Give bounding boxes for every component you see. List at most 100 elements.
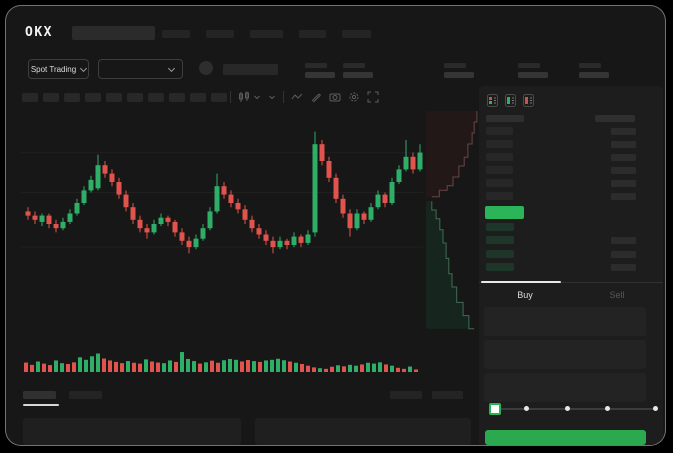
orderbook-header-placeholder <box>595 115 635 122</box>
pair-selector-dropdown[interactable] <box>98 59 183 79</box>
stat-label-placeholder <box>343 63 365 68</box>
ask-price-placeholder <box>486 166 513 174</box>
chart-tools <box>230 89 379 105</box>
bid-price-placeholder <box>486 223 514 231</box>
interval-button-placeholder[interactable] <box>169 93 185 102</box>
nav-item-placeholder[interactable] <box>206 30 234 38</box>
orderbook-view-toggles <box>487 94 534 112</box>
nav-item-placeholder[interactable] <box>250 30 283 38</box>
orderbook-view-split-icon[interactable] <box>487 94 498 112</box>
buy-button[interactable] <box>485 430 646 445</box>
amount-slider-handle[interactable] <box>489 403 501 415</box>
toolbar-divider <box>230 91 231 103</box>
toolbar-divider <box>283 91 284 103</box>
draw-pencil-icon[interactable] <box>310 91 322 103</box>
orderbook-view-buy-icon[interactable] <box>505 94 516 112</box>
tabs-divider <box>479 282 663 283</box>
bottom-right-control-placeholder[interactable] <box>390 391 422 399</box>
bottom-tab-active-placeholder[interactable] <box>23 391 56 399</box>
nav-item-placeholder[interactable] <box>299 30 326 38</box>
active-tab-underline <box>23 404 59 406</box>
device-frame: OKX Spot Trading Buy Sell <box>5 5 666 446</box>
bid-amount-placeholder <box>611 250 636 258</box>
slider-stop-dot[interactable] <box>605 406 610 411</box>
tab-sell[interactable]: Sell <box>609 290 625 300</box>
market-type-label: Spot Trading <box>30 64 77 74</box>
ticker-stat-group <box>305 63 335 78</box>
slider-stop-dot[interactable] <box>565 406 570 411</box>
stat-value-placeholder <box>518 72 548 78</box>
ask-amount-placeholder <box>611 193 636 200</box>
chevron-down-icon <box>80 64 88 72</box>
top-nav <box>162 30 371 38</box>
ask-price-placeholder <box>486 179 513 187</box>
candlestick-type-icon[interactable] <box>238 91 261 103</box>
last-price-badge[interactable] <box>485 206 524 219</box>
ask-price-placeholder <box>486 153 513 161</box>
ticker-stat-group <box>343 63 373 78</box>
stat-label-placeholder <box>305 63 327 68</box>
ticker-stat-group <box>579 63 609 78</box>
volume-chart[interactable] <box>21 346 423 373</box>
orderbook-view-sell-icon[interactable] <box>523 94 534 112</box>
depth-chart[interactable] <box>426 111 479 331</box>
ask-price-placeholder <box>486 192 513 200</box>
ask-amount-placeholder <box>611 180 636 187</box>
nav-item-placeholder[interactable] <box>342 30 371 38</box>
orders-panel-placeholder <box>23 418 241 445</box>
slider-stop-dot[interactable] <box>524 406 529 411</box>
pair-name-placeholder <box>223 64 278 75</box>
indicators-wave-icon[interactable] <box>291 91 303 103</box>
slider-stop-dot[interactable] <box>653 406 658 411</box>
orderbook-trade-sidebar: Buy Sell <box>479 86 663 445</box>
trade-input-placeholder[interactable] <box>484 373 646 402</box>
interval-button-placeholder[interactable] <box>127 93 143 102</box>
stat-label-placeholder <box>518 63 540 68</box>
chart-style-chevron-icon[interactable] <box>268 93 276 101</box>
ticker-stat-group <box>518 63 548 78</box>
ask-amount-placeholder <box>611 154 636 161</box>
interval-button-placeholder[interactable] <box>190 93 206 102</box>
bottom-right-control-placeholder[interactable] <box>432 391 463 399</box>
stat-label-placeholder <box>579 63 601 68</box>
stat-label-placeholder <box>444 63 466 68</box>
coin-avatar <box>199 61 213 75</box>
ask-amount-placeholder <box>611 128 636 135</box>
bid-amount-placeholder <box>611 237 636 245</box>
bid-price-placeholder <box>486 236 514 245</box>
interval-toolbar <box>22 93 227 102</box>
nav-item-placeholder[interactable] <box>162 30 190 38</box>
interval-button-placeholder[interactable] <box>85 93 101 102</box>
amount-slider-track[interactable] <box>492 408 658 410</box>
stat-value-placeholder <box>579 72 609 78</box>
settings-gear-icon[interactable] <box>348 91 360 103</box>
bid-price-placeholder <box>486 263 514 272</box>
trade-input-placeholder[interactable] <box>484 307 646 336</box>
bottom-tab-placeholder[interactable] <box>69 391 102 399</box>
fullscreen-expand-icon[interactable] <box>367 91 379 103</box>
interval-button-placeholder[interactable] <box>148 93 164 102</box>
screenshot-camera-icon[interactable] <box>329 91 341 103</box>
okx-logo: OKX <box>25 25 53 40</box>
tab-buy[interactable]: Buy <box>517 290 533 300</box>
ask-price-placeholder <box>486 140 513 148</box>
interval-button-placeholder[interactable] <box>106 93 122 102</box>
stat-value-placeholder <box>444 72 474 78</box>
candlestick-chart[interactable] <box>21 109 423 333</box>
interval-button-placeholder[interactable] <box>22 93 38 102</box>
interval-button-placeholder[interactable] <box>43 93 59 102</box>
side-tabs: Buy Sell <box>479 286 663 300</box>
stat-value-placeholder <box>343 72 373 78</box>
buy-tab-indicator <box>481 281 561 283</box>
interval-button-placeholder[interactable] <box>64 93 80 102</box>
ticker-stat-group <box>444 63 474 78</box>
orderbook-header-placeholder <box>486 115 524 122</box>
ask-amount-placeholder <box>611 167 636 174</box>
search-bar-placeholder[interactable] <box>72 26 155 40</box>
stat-value-placeholder <box>305 72 335 78</box>
ask-price-placeholder <box>486 127 513 135</box>
bid-amount-placeholder <box>611 264 636 272</box>
trade-input-placeholder[interactable] <box>484 340 646 369</box>
interval-button-placeholder[interactable] <box>211 93 227 102</box>
market-type-dropdown[interactable]: Spot Trading <box>28 59 89 79</box>
